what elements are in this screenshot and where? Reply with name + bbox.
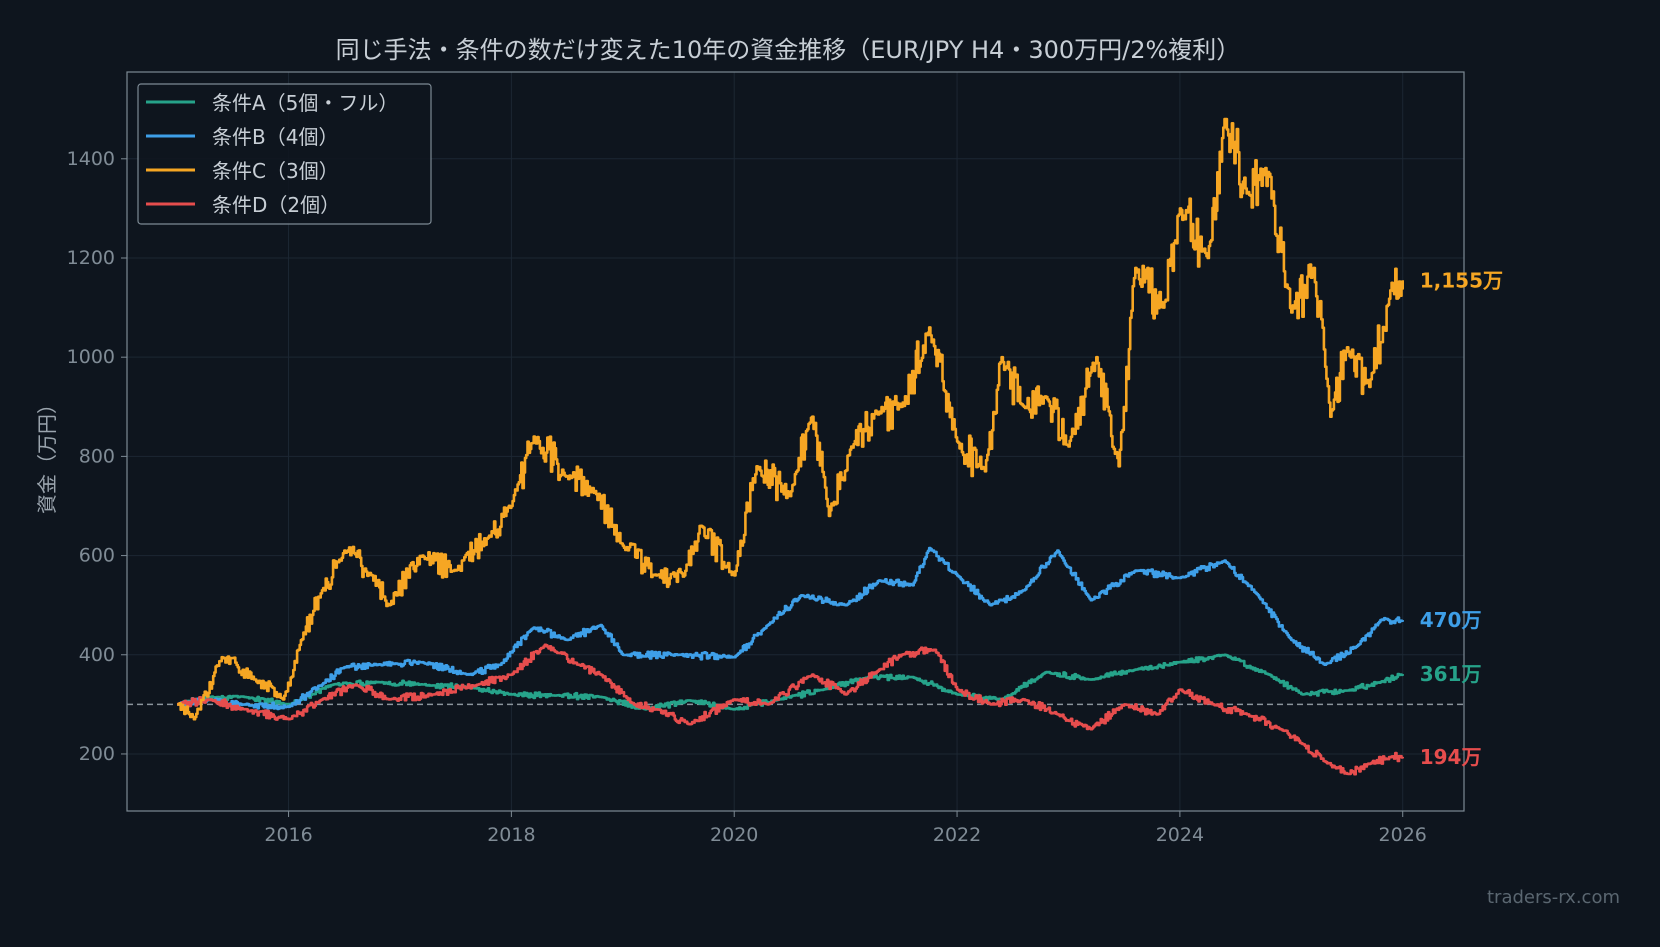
legend-entry-1: 条件B（4個） (212, 125, 338, 149)
legend-box (137, 83, 432, 225)
end-label-0: 361万 (1420, 662, 1482, 686)
y-tick-label-6: 1400 (67, 148, 115, 170)
end-label-2: 1,155万 (1420, 268, 1503, 292)
y-tick-label-0: 200 (79, 743, 115, 765)
y-axis-ticks: 200 400 600 800 1000 1200 1400 (67, 148, 127, 765)
y-axis-label: 資金（万円） (35, 394, 59, 514)
x-tick-label-2: 2020 (710, 824, 758, 846)
y-tick-label-3: 800 (79, 445, 115, 467)
legend: 条件A（5個・フル） 条件B（4個） 条件C（3個） 条件D（2個） (137, 83, 432, 225)
x-axis-ticks: 2016 2018 2020 2022 2024 2026 (264, 811, 1427, 846)
legend-entry-2: 条件C（3個） (212, 159, 339, 183)
series-line-1 (177, 546, 1404, 711)
series-line-0 (177, 653, 1404, 711)
x-tick-label-0: 2016 (264, 824, 312, 846)
y-tick-label-2: 600 (79, 545, 115, 567)
y-tick-label-5: 1200 (67, 247, 115, 269)
legend-entry-3: 条件D（2個） (212, 193, 340, 217)
y-tick-label-1: 400 (79, 644, 115, 666)
chart-title: 同じ手法・条件の数だけ変えた10年の資金推移（EUR/JPY H4・300万円/… (336, 36, 1241, 64)
end-label-1: 470万 (1420, 608, 1482, 632)
series-line-2 (177, 117, 1404, 721)
watermark: traders-rx.com (1487, 887, 1620, 908)
x-tick-label-3: 2022 (933, 824, 981, 846)
series-line-3 (177, 643, 1404, 776)
plot-frame (126, 71, 1465, 812)
end-labels: 361万 470万 1,155万 194万 (1420, 268, 1503, 769)
x-tick-label-4: 2024 (1156, 824, 1204, 846)
y-tick-label-4: 1000 (67, 346, 115, 368)
series-lines (177, 117, 1404, 776)
legend-entry-0: 条件A（5個・フル） (212, 91, 398, 115)
x-tick-label-5: 2026 (1379, 824, 1427, 846)
x-tick-label-1: 2018 (487, 824, 535, 846)
end-label-3: 194万 (1420, 745, 1482, 769)
